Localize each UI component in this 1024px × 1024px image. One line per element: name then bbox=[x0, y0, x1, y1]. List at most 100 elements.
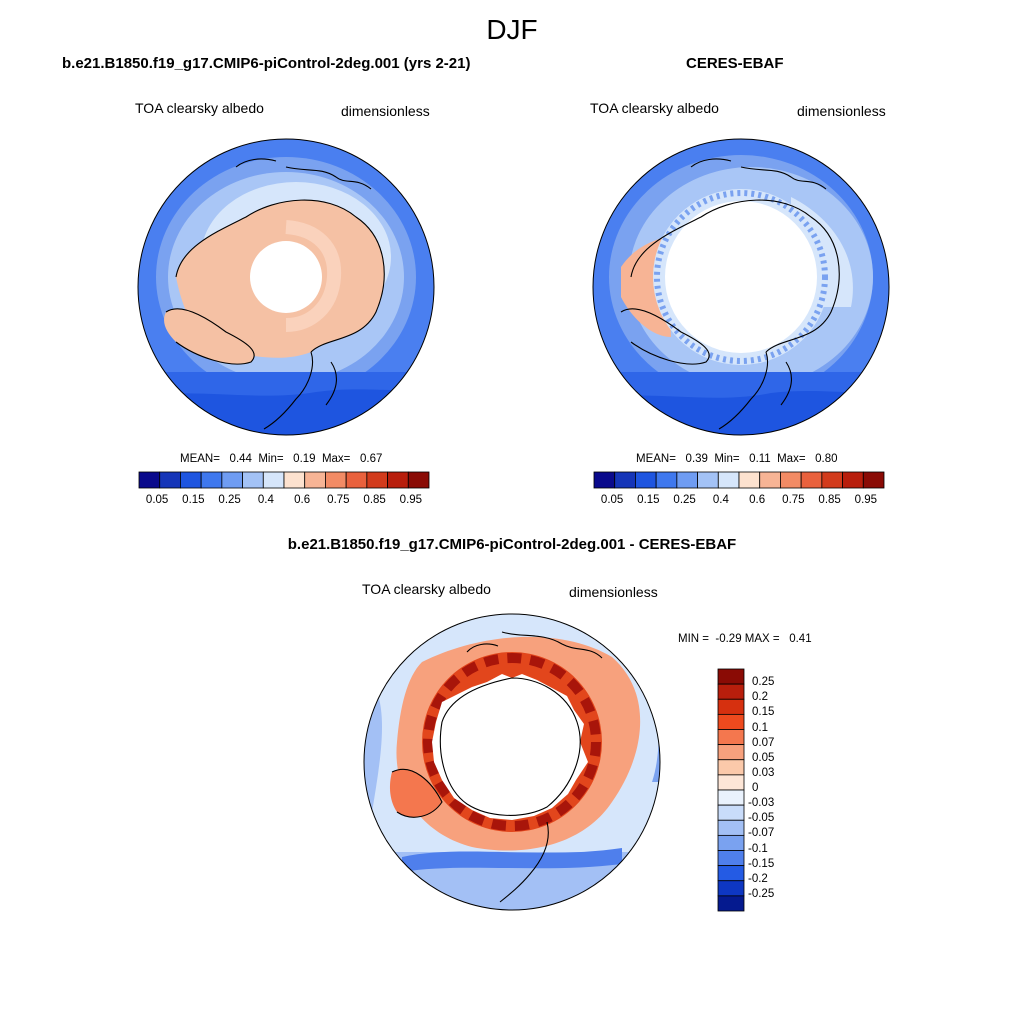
obs-colorbar-tick-label: 0.15 bbox=[637, 494, 660, 506]
obs-panel-title: CERES-EBAF bbox=[686, 55, 784, 72]
diff-colorbar bbox=[717, 668, 745, 912]
diff-stats: MIN = -0.29 MAX = 0.41 bbox=[678, 633, 812, 645]
model-colorbar-tick-label: 0.05 bbox=[145, 494, 169, 506]
model-colorbar-swatch bbox=[387, 471, 409, 489]
obs-colorbar-swatch bbox=[676, 471, 698, 489]
obs-colorbar-swatch bbox=[780, 471, 802, 489]
model-colorbar-swatch bbox=[407, 471, 430, 489]
obs-colorbar-tick-label: 0.4 bbox=[712, 494, 729, 506]
diff-colorbar-swatch bbox=[717, 683, 745, 700]
model-units-label: dimensionless bbox=[341, 103, 430, 119]
obs-colorbar-swatch bbox=[635, 471, 657, 489]
diff-colorbar-tick-label: 0 bbox=[752, 782, 759, 794]
obs-colorbar-swatch bbox=[759, 471, 781, 489]
diff-colorbar-swatch bbox=[717, 759, 745, 776]
model-colorbar-tick-label: 0.85 bbox=[363, 494, 386, 506]
model-colorbar-swatch bbox=[159, 471, 181, 489]
obs-variable-label: TOA clearsky albedo bbox=[590, 100, 719, 116]
diff-colorbar-tick-label: -0.25 bbox=[748, 887, 775, 900]
diff-colorbar-swatch bbox=[717, 819, 745, 836]
obs-colorbar-tick-label: 0.85 bbox=[818, 494, 841, 506]
obs-colorbar-swatch bbox=[738, 471, 761, 489]
coastline-overlay bbox=[391, 631, 603, 903]
model-colorbar-swatch bbox=[345, 471, 368, 489]
model-colorbar bbox=[138, 471, 430, 489]
model-colorbar-swatch bbox=[262, 471, 285, 489]
diff-colorbar-tick-label: 0.15 bbox=[752, 706, 775, 719]
diff-colorbar-tick-label: -0.15 bbox=[748, 857, 775, 870]
diff-units-label: dimensionless bbox=[569, 584, 658, 600]
model-colorbar-tick-label: 0.75 bbox=[327, 494, 350, 506]
obs-colorbar-tick-label: 0.6 bbox=[749, 494, 766, 506]
diff-colorbar-swatch bbox=[717, 668, 745, 685]
diff-colorbar-tick-label: 0.07 bbox=[752, 736, 775, 749]
model-variable-label: TOA clearsky albedo bbox=[135, 100, 264, 116]
model-colorbar-swatch bbox=[138, 471, 161, 489]
model-colorbar-tick-label: 0.95 bbox=[399, 494, 423, 506]
obs-colorbar-swatch bbox=[800, 471, 823, 489]
diff-colorbar-swatch bbox=[717, 834, 745, 851]
diff-colorbar-tick-label: -0.05 bbox=[748, 812, 775, 825]
obs-colorbar-tick-label: 0.05 bbox=[600, 494, 624, 506]
diff-panel-title: b.e21.B1850.f19_g17.CMIP6-piControl-2deg… bbox=[287, 536, 737, 553]
model-colorbar-swatch bbox=[242, 471, 264, 489]
model-polar-map bbox=[137, 138, 435, 436]
obs-colorbar-tick-label: 0.75 bbox=[782, 494, 805, 506]
obs-polar-map bbox=[592, 138, 890, 436]
model-colorbar-tick-label: 0.6 bbox=[294, 494, 311, 506]
obs-colorbar-swatch bbox=[862, 471, 885, 489]
diff-colorbar-swatch bbox=[717, 729, 745, 746]
diff-colorbar-swatch bbox=[717, 698, 745, 715]
model-colorbar-swatch bbox=[325, 471, 347, 489]
obs-colorbar-swatch bbox=[593, 471, 616, 489]
diff-colorbar-tick-label: -0.07 bbox=[748, 827, 775, 840]
model-panel-title: b.e21.B1850.f19_g17.CMIP6-piControl-2deg… bbox=[62, 55, 471, 72]
obs-colorbar-swatch bbox=[614, 471, 636, 489]
model-stats: MEAN= 0.44 Min= 0.19 Max= 0.67 bbox=[180, 453, 383, 465]
diff-colorbar-swatch bbox=[717, 850, 745, 867]
obs-colorbar-swatch bbox=[717, 471, 740, 489]
obs-stats: MEAN= 0.39 Min= 0.11 Max= 0.80 bbox=[636, 453, 838, 465]
obs-units-label: dimensionless bbox=[797, 103, 886, 119]
diff-colorbar-swatch bbox=[717, 880, 745, 897]
model-colorbar-swatch bbox=[180, 471, 202, 489]
diff-colorbar-tick-label: -0.03 bbox=[748, 797, 775, 810]
model-colorbar-tick-label: 0.15 bbox=[182, 494, 205, 506]
diff-colorbar-tick-label: 0.05 bbox=[752, 751, 775, 764]
obs-colorbar-swatch bbox=[655, 471, 678, 489]
diff-colorbar-swatch bbox=[717, 895, 745, 912]
diff-colorbar-swatch bbox=[717, 804, 745, 821]
season-title: DJF bbox=[486, 14, 538, 45]
diff-colorbar-swatch bbox=[717, 774, 745, 791]
diff-colorbar-swatch bbox=[717, 713, 745, 730]
model-colorbar-swatch bbox=[221, 471, 243, 489]
coastline-overlay bbox=[620, 158, 840, 430]
diff-colorbar-swatch bbox=[717, 744, 745, 761]
obs-colorbar-swatch bbox=[842, 471, 864, 489]
obs-colorbar-tick-label: 0.95 bbox=[854, 494, 878, 506]
model-colorbar-swatch bbox=[283, 471, 306, 489]
model-colorbar-swatch bbox=[366, 471, 388, 489]
diff-colorbar-tick-label: 0.25 bbox=[752, 676, 775, 689]
obs-colorbar-tick-label: 0.25 bbox=[673, 494, 696, 506]
model-colorbar-swatch bbox=[200, 471, 223, 489]
obs-colorbar-swatch bbox=[697, 471, 719, 489]
diff-colorbar-swatch bbox=[717, 865, 745, 882]
model-colorbar-tick-label: 0.4 bbox=[257, 494, 274, 506]
model-colorbar-tick-label: 0.25 bbox=[218, 494, 241, 506]
diff-polar-map bbox=[363, 613, 661, 911]
diff-variable-label: TOA clearsky albedo bbox=[362, 581, 491, 597]
diff-colorbar-tick-label: -0.1 bbox=[748, 842, 768, 855]
obs-colorbar-swatch bbox=[821, 471, 843, 489]
model-colorbar-swatch bbox=[304, 471, 326, 489]
obs-colorbar-labels: 0.05 0.15 0.25 0.4 0.6 0.75 0.85 0.95 bbox=[594, 494, 884, 510]
model-colorbar-labels: 0.05 0.15 0.25 0.4 0.6 0.75 0.85 0.95 bbox=[139, 494, 429, 510]
diff-colorbar-tick-label: 0.03 bbox=[752, 766, 775, 779]
obs-colorbar bbox=[593, 471, 885, 489]
diff-colorbar-tick-label: 0.1 bbox=[752, 721, 768, 734]
diff-colorbar-tick-label: -0.2 bbox=[748, 872, 768, 885]
diff-colorbar-swatch bbox=[717, 789, 745, 806]
diff-colorbar-tick-label: 0.2 bbox=[752, 691, 768, 704]
diff-colorbar-labels: 0.25 0.2 0.15 0.1 0.07 0.05 0.03 0 -0.03 -0.05 -0.… bbox=[748, 669, 808, 911]
